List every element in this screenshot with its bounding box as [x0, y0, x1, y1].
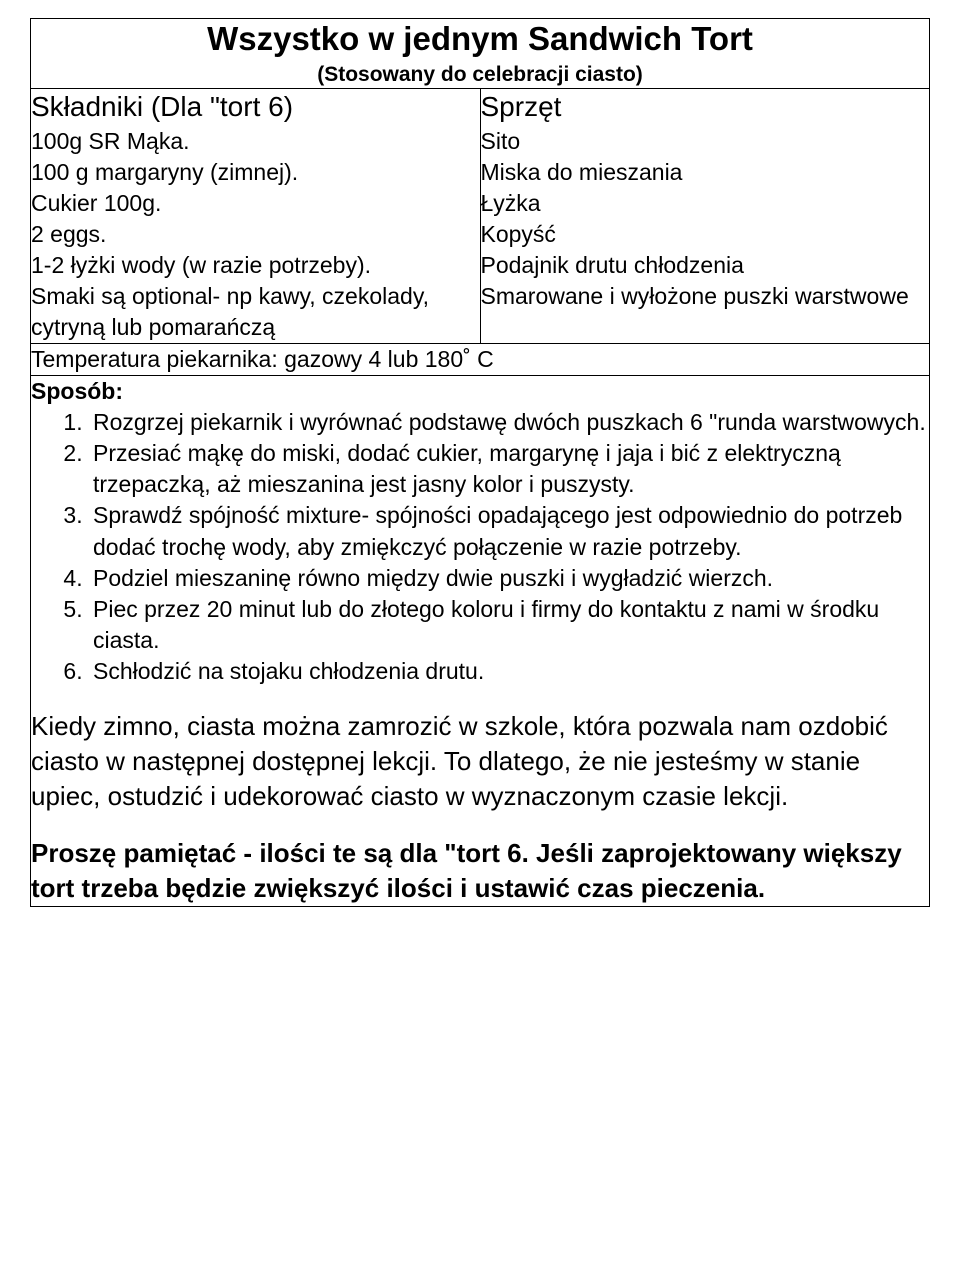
- ingredient-line: Smaki są optional- np kawy, czekolady, c…: [31, 281, 480, 343]
- method-step: Rozgrzej piekarnik i wyrównać podstawę d…: [89, 407, 929, 438]
- ingredient-line: 100 g margaryny (zimnej).: [31, 157, 480, 188]
- recipe-table: Wszystko w jednym Sandwich Tort (Stosowa…: [30, 18, 930, 907]
- ingredients-heading: Składniki (Dla "tort 6): [31, 89, 480, 124]
- method-reminder: Proszę pamiętać - ilości te są dla "tort…: [31, 836, 929, 906]
- method-step: Podziel mieszaninę równo między dwie pus…: [89, 563, 929, 594]
- method-steps: Rozgrzej piekarnik i wyrównać podstawę d…: [31, 407, 929, 686]
- ingredients-cell: Składniki (Dla "tort 6) 100g SR Mąka. 10…: [31, 88, 481, 343]
- equipment-line: Miska do mieszania: [481, 157, 930, 188]
- method-label: Sposób:: [31, 376, 929, 407]
- equipment-cell: Sprzęt Sito Miska do mieszania Łyżka Kop…: [480, 88, 930, 343]
- method-step: Sprawdź spójność mixture- spójności opad…: [89, 500, 929, 562]
- method-cell: Sposób: Rozgrzej piekarnik i wyrównać po…: [31, 376, 930, 907]
- method-step: Przesiać mąkę do miski, dodać cukier, ma…: [89, 438, 929, 500]
- equipment-line: Podajnik drutu chłodzenia: [481, 250, 930, 281]
- method-step: Schłodzić na stojaku chłodzenia drutu.: [89, 656, 929, 687]
- recipe-page: Wszystko w jednym Sandwich Tort (Stosowa…: [0, 0, 960, 937]
- ingredient-line: 100g SR Mąka.: [31, 126, 480, 157]
- equipment-line: Łyżka: [481, 188, 930, 219]
- ingredient-line: Cukier 100g.: [31, 188, 480, 219]
- equipment-heading: Sprzęt: [481, 89, 930, 124]
- oven-temp-cell: Temperatura piekarnika: gazowy 4 lub 180…: [31, 344, 930, 376]
- recipe-subtitle: (Stosowany do celebracji ciasto): [31, 61, 929, 88]
- recipe-title: Wszystko w jednym Sandwich Tort: [31, 19, 929, 59]
- header-cell: Wszystko w jednym Sandwich Tort (Stosowa…: [31, 19, 930, 89]
- method-note: Kiedy zimno, ciasta można zamrozić w szk…: [31, 709, 929, 814]
- oven-temp: Temperatura piekarnika: gazowy 4 lub 180…: [31, 344, 929, 375]
- ingredient-line: 1-2 łyżki wody (w razie potrzeby).: [31, 250, 480, 281]
- method-step: Piec przez 20 minut lub do złotego kolor…: [89, 594, 929, 656]
- equipment-line: Kopyść: [481, 219, 930, 250]
- equipment-line: Smarowane i wyłożone puszki warstwowe: [481, 281, 930, 312]
- ingredient-line: 2 eggs.: [31, 219, 480, 250]
- equipment-line: Sito: [481, 126, 930, 157]
